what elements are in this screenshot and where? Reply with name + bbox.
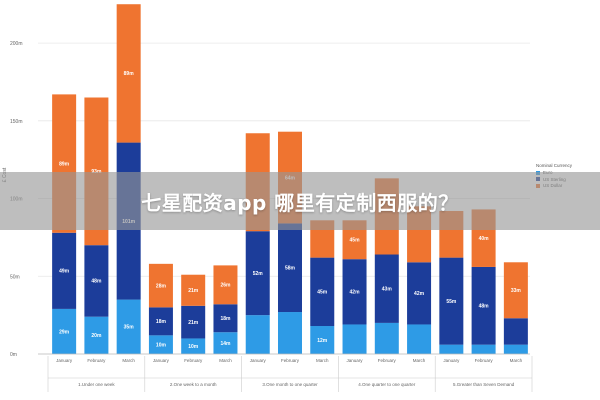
bar-segment (342, 324, 367, 354)
y-tick-label: 0m (10, 352, 17, 358)
group-label: 5.Greater than Seven Demand (453, 382, 515, 387)
x-tick-label: March (510, 358, 523, 363)
x-tick-label: February (475, 358, 494, 363)
bar-segment (245, 315, 270, 354)
x-tick-label: January (443, 358, 460, 363)
data-label: 21m (188, 288, 199, 294)
data-label: 26m (220, 283, 231, 289)
data-label: 21m (188, 320, 199, 326)
data-label: 18m (220, 316, 231, 322)
data-label: 49m (59, 269, 70, 275)
bar-segment (181, 305, 206, 339)
data-label: 58m (285, 266, 296, 272)
overlay-banner: 七星配资app 哪里有定制西服的？ (0, 172, 600, 230)
bar-segment (310, 257, 335, 327)
x-tick-label: March (122, 358, 135, 363)
y-tick-label: 50m (10, 274, 20, 280)
bar-segment (213, 304, 238, 333)
data-label: 18m (156, 319, 167, 325)
data-label: 48m (91, 279, 102, 285)
x-tick-label: March (219, 358, 232, 363)
bar-segment (245, 231, 270, 316)
bar-segment (342, 259, 367, 325)
data-label: 43m (382, 287, 393, 293)
x-tick-label: January (250, 358, 267, 363)
data-label: 14m (220, 341, 231, 347)
bar-segment (439, 257, 464, 345)
data-label: 42m (414, 291, 425, 297)
x-tick-label: February (281, 358, 300, 363)
x-tick-label: February (184, 358, 203, 363)
data-label: 28m (156, 283, 167, 289)
data-label: 20m (91, 333, 102, 339)
x-tick-label: January (347, 358, 364, 363)
bar-segment (52, 232, 77, 309)
group-label: 1.Under one week (78, 382, 115, 387)
x-tick-label: February (378, 358, 397, 363)
group-label: 4.One quarter to one quarter (358, 382, 416, 387)
x-tick-label: January (56, 358, 73, 363)
x-tick-label: January (153, 358, 170, 363)
data-label: 12m (317, 338, 328, 344)
data-label: 29m (59, 329, 70, 335)
bar-segment (439, 344, 464, 354)
x-tick-label: March (316, 358, 329, 363)
overlay-text: 七星配资app 哪里有定制西服的？ (141, 190, 459, 215)
bar-segment (84, 316, 109, 354)
data-label: 52m (253, 271, 264, 277)
bar-segment (374, 322, 399, 354)
data-label: 55m (446, 299, 457, 305)
y-tick-label: 150m (10, 119, 23, 125)
bar-segment (52, 308, 77, 354)
bar-segment (407, 262, 432, 325)
bar-segment (278, 312, 302, 354)
bar-segment (116, 4, 141, 143)
data-label: 48m (479, 304, 490, 310)
bar-segment (471, 266, 496, 345)
bar-segment (278, 223, 302, 313)
group-label: 3.One month to one quarter (262, 382, 318, 387)
data-label: 89m (124, 71, 135, 77)
bar-segment (213, 332, 238, 354)
data-label: 35m (124, 325, 135, 331)
bar-segment (374, 254, 399, 323)
bar-segment (503, 318, 528, 345)
data-label: 40m (479, 236, 490, 242)
legend-title: Nominal Currency (536, 163, 573, 168)
data-label: 42m (350, 290, 361, 296)
bar-segment (503, 344, 528, 354)
bar-segment (84, 245, 109, 317)
data-label: 89m (59, 161, 70, 167)
data-label: 10m (188, 344, 199, 350)
x-tick-label: March (413, 358, 426, 363)
y-tick-label: 200m (10, 41, 23, 47)
x-tick-label: February (87, 358, 106, 363)
bar-segment (181, 338, 206, 354)
bar-segment (148, 307, 173, 336)
bar-segment (503, 262, 528, 319)
data-label: 45m (317, 290, 328, 296)
bar-segment (148, 335, 173, 354)
bar-segment (116, 299, 141, 354)
data-label: 10m (156, 342, 167, 348)
bar-segment (213, 265, 238, 305)
bar-segment (310, 326, 335, 354)
group-label: 2.One week to a month (170, 382, 217, 387)
bar-segment (471, 344, 496, 354)
data-label: 45m (350, 238, 361, 244)
bar-segment (148, 263, 173, 308)
bar-segment (181, 274, 206, 306)
data-label: 33m (511, 288, 522, 294)
bar-segment (407, 324, 432, 354)
